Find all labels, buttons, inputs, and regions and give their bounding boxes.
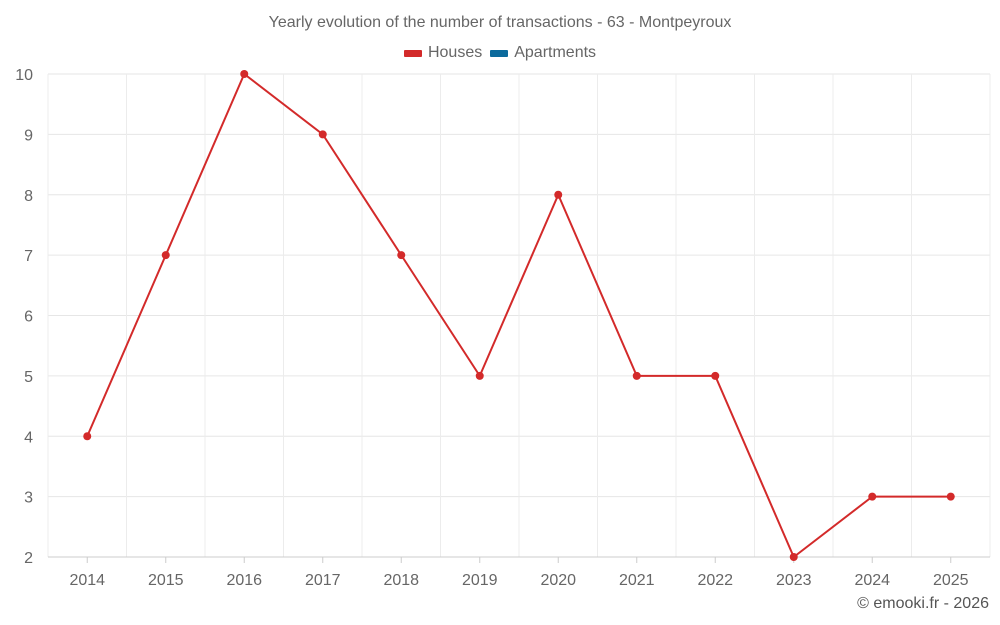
data-point-houses-2017[interactable]	[318, 130, 327, 139]
y-tick-label: 2	[24, 550, 33, 567]
x-tick-label: 2019	[462, 572, 498, 589]
legend-item-houses[interactable]: Houses	[403, 44, 483, 62]
x-tick-label: 2017	[305, 572, 341, 589]
x-tick-label: 2020	[540, 572, 576, 589]
data-point-houses-2014[interactable]	[83, 432, 92, 441]
x-tick-label: 2025	[933, 572, 969, 589]
data-point-houses-2024[interactable]	[868, 492, 877, 501]
legend-label-houses: Houses	[427, 44, 483, 61]
legend-swatch-houses	[403, 49, 422, 57]
legend-swatch-apartments	[490, 49, 509, 57]
series-layer	[83, 70, 955, 561]
y-tick-label: 8	[24, 188, 33, 205]
legend-item-apartments[interactable]: Apartments	[490, 44, 596, 62]
data-point-houses-2016[interactable]	[240, 70, 249, 78]
data-point-houses-2015[interactable]	[161, 251, 170, 260]
x-tick-label: 2022	[697, 572, 733, 589]
x-tick-label: 2021	[619, 572, 655, 589]
chart-title: Yearly evolution of the number of transa…	[268, 14, 732, 31]
watermark: © emooki.fr - 2026	[857, 595, 989, 612]
x-tick-label: 2024	[854, 572, 890, 589]
axes: 2 3 4 5 6 7 8 9 10 2014 2015 2016 2017 2018 2019 2020 20…	[15, 67, 990, 589]
x-tick-label: 2016	[226, 572, 262, 589]
series-line-houses	[86, 73, 951, 558]
data-point-houses-2019[interactable]	[475, 371, 484, 380]
y-tick-label: 7	[24, 248, 33, 265]
data-point-houses-2020[interactable]	[554, 190, 563, 199]
y-tick-label: 3	[24, 490, 33, 507]
legend-label-apartments: Apartments	[514, 44, 597, 61]
data-point-houses-2022[interactable]	[711, 371, 720, 380]
x-tick-label: 2014	[69, 572, 105, 589]
data-point-houses-2021[interactable]	[632, 371, 641, 380]
grid	[47, 73, 991, 558]
y-tick-label: 10	[15, 67, 33, 84]
y-tick-label: 5	[24, 369, 33, 386]
data-point-houses-2018[interactable]	[397, 251, 406, 260]
x-tick-label: 2023	[776, 572, 812, 589]
x-tick-label: 2018	[383, 572, 419, 589]
data-point-houses-2025[interactable]	[946, 492, 955, 501]
y-tick-label: 4	[24, 429, 33, 446]
y-tick-label: 6	[24, 309, 33, 326]
y-tick-label: 9	[24, 127, 33, 144]
data-point-houses-2023[interactable]	[789, 553, 798, 561]
legend: Houses Apartments	[0, 44, 1000, 62]
x-tick-label: 2015	[148, 572, 184, 589]
